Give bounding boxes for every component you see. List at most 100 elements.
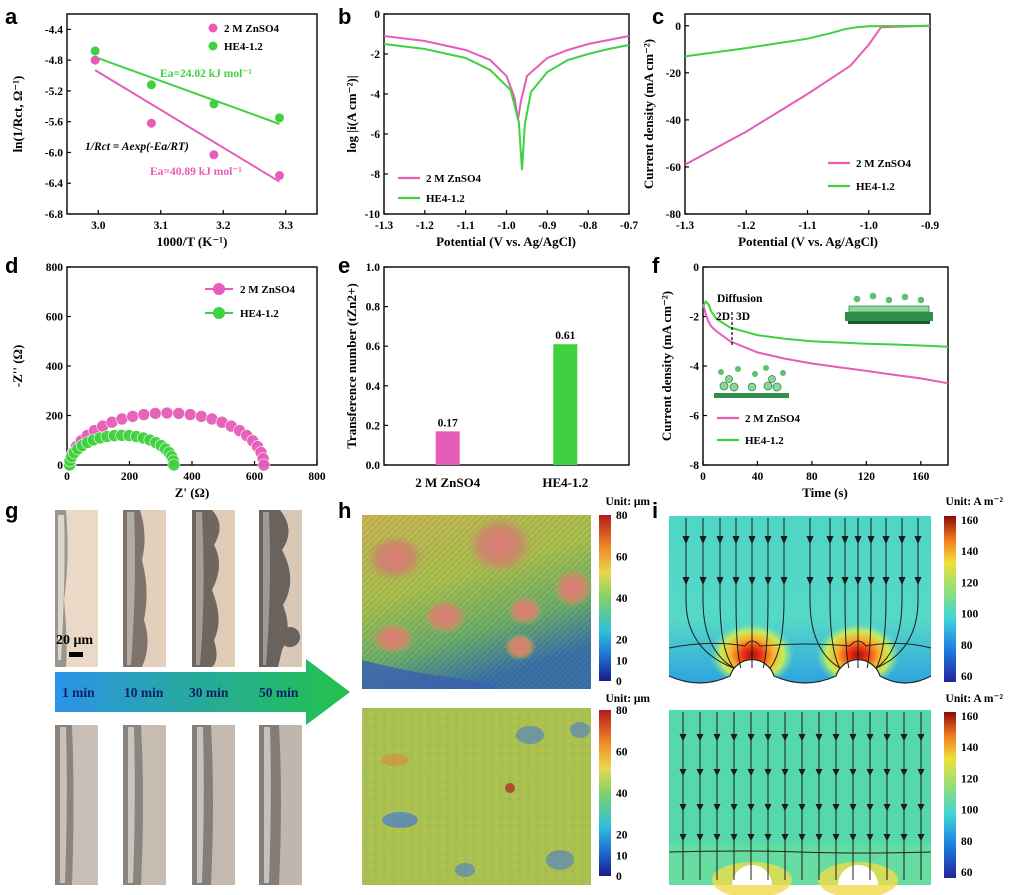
y-tick-label: 0.6 bbox=[366, 341, 381, 353]
annotation-ea-he: Ea=24.02 kJ mol⁻¹ bbox=[160, 68, 252, 80]
field-arrow-icon bbox=[883, 803, 891, 812]
current-density-map-he bbox=[668, 710, 932, 895]
field-arrow-icon bbox=[798, 733, 806, 742]
colorbar-tick-label: 60 bbox=[616, 747, 628, 759]
y-tick-label: 0 bbox=[374, 9, 380, 21]
field-arrow-icon bbox=[826, 535, 834, 545]
y-tick-label: -10 bbox=[365, 209, 381, 221]
field-line bbox=[875, 518, 887, 669]
legend-marker-he bbox=[208, 41, 218, 51]
panel-e: e 0.0 0.2 0.4 0.6 0.8 1.0 0.17 2 M ZnSO4 0.61 HE4… bbox=[338, 253, 630, 490]
y-tick-label: -2 bbox=[370, 49, 380, 61]
x-tick-label: 3.2 bbox=[216, 220, 231, 232]
bar-1 bbox=[553, 344, 578, 465]
field-arrow-icon bbox=[679, 733, 687, 742]
colorbar-tick-label: 80 bbox=[616, 510, 628, 522]
y-axis-label: Current density (mA cm⁻²) bbox=[641, 39, 656, 189]
y-tick-label: -4.8 bbox=[45, 55, 63, 67]
colorbar-tick-label: 140 bbox=[961, 742, 979, 754]
field-line bbox=[719, 518, 735, 669]
plot-frame bbox=[66, 13, 318, 215]
colorbar-tick-label: 60 bbox=[616, 552, 628, 564]
y-tick-label: -2 bbox=[689, 312, 699, 324]
field-arrow-icon bbox=[917, 803, 925, 812]
category-label: HE4-1.2 bbox=[542, 475, 588, 490]
legend-label-zn: 2 M ZnSO4 bbox=[224, 23, 280, 35]
field-arrow-icon bbox=[732, 535, 740, 545]
field-arrow-icon bbox=[914, 576, 922, 586]
annotation-equation: 1/Rct = Aexp(-Ea/RT) bbox=[85, 141, 189, 153]
field-arrow-icon bbox=[832, 803, 840, 812]
field-arrow-icon bbox=[747, 803, 755, 812]
field-arrow-icon bbox=[849, 803, 857, 812]
x-axis-label: Z' (Ω) bbox=[175, 485, 210, 500]
y-tick-label: -60 bbox=[666, 162, 682, 174]
y-tick-label: -40 bbox=[666, 115, 682, 127]
y-tick-label: -6.8 bbox=[45, 209, 63, 221]
fit-line-0 bbox=[94, 69, 281, 183]
nyquist-point-0 bbox=[183, 408, 197, 421]
micrograph-row-he bbox=[55, 725, 302, 885]
y-tick-label: -4.4 bbox=[45, 24, 63, 36]
field-arrow-icon bbox=[781, 733, 789, 742]
series-line-1 bbox=[702, 299, 949, 348]
field-arrow-icon bbox=[898, 576, 906, 586]
colorbar-tick-label: 120 bbox=[961, 577, 979, 589]
field-arrow-icon bbox=[815, 768, 823, 777]
x-tick-label: -0.7 bbox=[620, 220, 638, 232]
nyquist-point-0 bbox=[257, 458, 271, 472]
nyquist-point-0 bbox=[126, 410, 139, 423]
field-arrow-icon bbox=[747, 768, 755, 777]
data-point-1 bbox=[90, 46, 100, 56]
field-arrow-icon bbox=[716, 576, 724, 586]
colorbar-tick-label: 140 bbox=[961, 546, 979, 558]
nyquist-point-1 bbox=[167, 458, 181, 472]
y-tick-label: 200 bbox=[46, 411, 64, 423]
legend-marker-he bbox=[213, 307, 225, 319]
unit-label-i-bottom: Unit: A m⁻² bbox=[946, 693, 1004, 705]
x-tick-label: -1.3 bbox=[676, 220, 694, 232]
time-label-50min: 50 min bbox=[259, 685, 299, 700]
colorbar-tick-label: 160 bbox=[961, 711, 979, 723]
field-arrow-icon bbox=[867, 576, 875, 586]
time-label-10min: 10 min bbox=[124, 685, 164, 700]
micrograph-row-zn bbox=[55, 510, 302, 667]
plot-frame bbox=[383, 266, 630, 466]
field-arrow-icon bbox=[849, 833, 857, 842]
x-tick-label: -1.0 bbox=[860, 220, 878, 232]
field-arrow-icon bbox=[716, 535, 724, 545]
field-arrow-icon bbox=[730, 733, 738, 742]
x-tick-label: 3.1 bbox=[154, 220, 169, 232]
legend-label-he: HE4-1.2 bbox=[745, 435, 784, 447]
y-tick-label: -20 bbox=[666, 68, 682, 80]
y-tick-label: 1.0 bbox=[366, 262, 381, 274]
field-arrow-icon bbox=[679, 768, 687, 777]
field-line bbox=[702, 518, 735, 669]
field-arrow-icon bbox=[699, 576, 707, 586]
field-arrow-icon bbox=[917, 833, 925, 842]
field-line bbox=[875, 518, 903, 669]
field-arrow-icon bbox=[832, 768, 840, 777]
schematic-3d-deposition bbox=[714, 365, 789, 398]
field-arrow-icon bbox=[900, 768, 908, 777]
x-tick-label: -1.1 bbox=[457, 220, 475, 232]
field-line bbox=[844, 518, 850, 669]
panel-a: a -4.4 -4.8 -5.2 -5.6 -6.0 -6.4 -6.8 3.0 3.1 3.2 3… bbox=[5, 4, 318, 249]
panel-label-c: c bbox=[652, 4, 664, 29]
x-tick-label: 3.0 bbox=[91, 220, 106, 232]
field-arrow-icon bbox=[883, 733, 891, 742]
field-arrow-icon bbox=[798, 768, 806, 777]
legend-label-he: HE4-1.2 bbox=[856, 181, 895, 193]
y-tick-label: -8 bbox=[689, 460, 699, 472]
panel-b: b 0 -2 -4 -6 -8 -10-1.3 -1.2 -1.1 -1.0 -0.9 -0.8 -0… bbox=[338, 4, 638, 249]
colorbar-tick-label: 40 bbox=[616, 593, 628, 605]
colorbar-tick-label: 0 bbox=[616, 871, 622, 883]
colorbar-i-top bbox=[944, 516, 956, 682]
series-line-1 bbox=[383, 43, 630, 171]
x-tick-label: 120 bbox=[858, 471, 876, 483]
y-tick-label: -5.2 bbox=[45, 86, 63, 98]
height-map-he bbox=[362, 708, 591, 885]
panel-label-h: h bbox=[338, 498, 351, 523]
unit-label-h-bottom: Unit: μm bbox=[605, 693, 650, 705]
